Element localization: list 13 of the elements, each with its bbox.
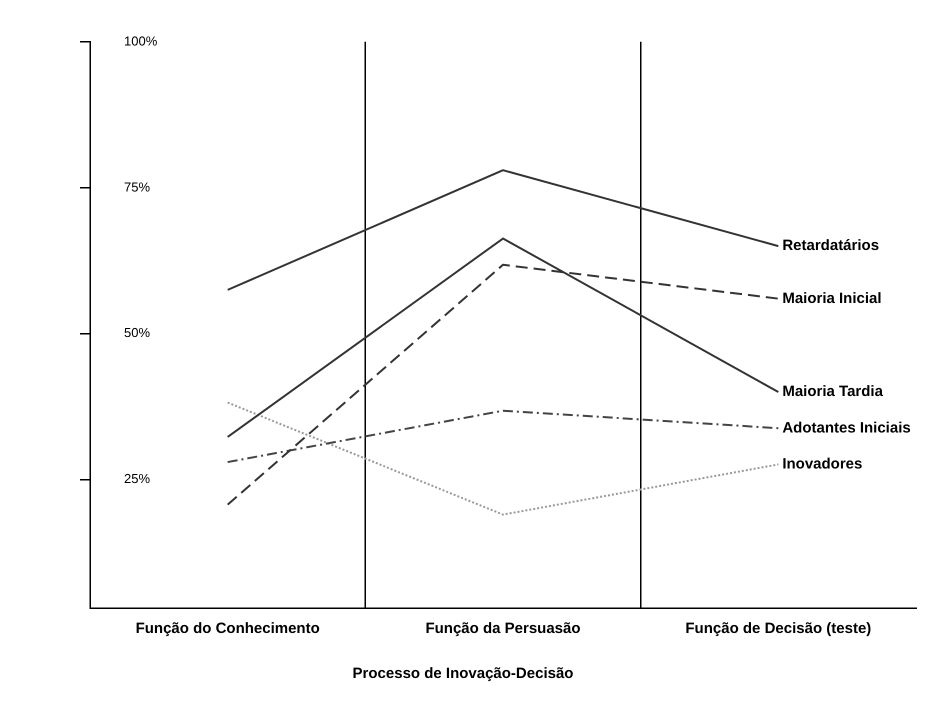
series-label: Retardatários [782,237,880,254]
y-tick-label: 25% [124,471,150,486]
x-tick-label: Função da Persuasão [425,620,581,638]
x-tick-label: Função de Decisão (teste) [685,620,872,638]
x-axis-title: Processo de Inovação-Decisão [352,665,574,682]
y-tick-label: 100% [124,33,158,48]
series-label: Adotantes Iniciais [782,419,911,436]
series-label: Maioria Inicial [782,290,882,307]
series-label: Maioria Tardia [782,383,884,400]
x-tick-label: Função do Conhecimento [136,620,320,638]
y-tick-label: 50% [124,325,150,340]
series-label: Inovadores [782,456,862,473]
y-tick-label: 75% [124,179,150,194]
